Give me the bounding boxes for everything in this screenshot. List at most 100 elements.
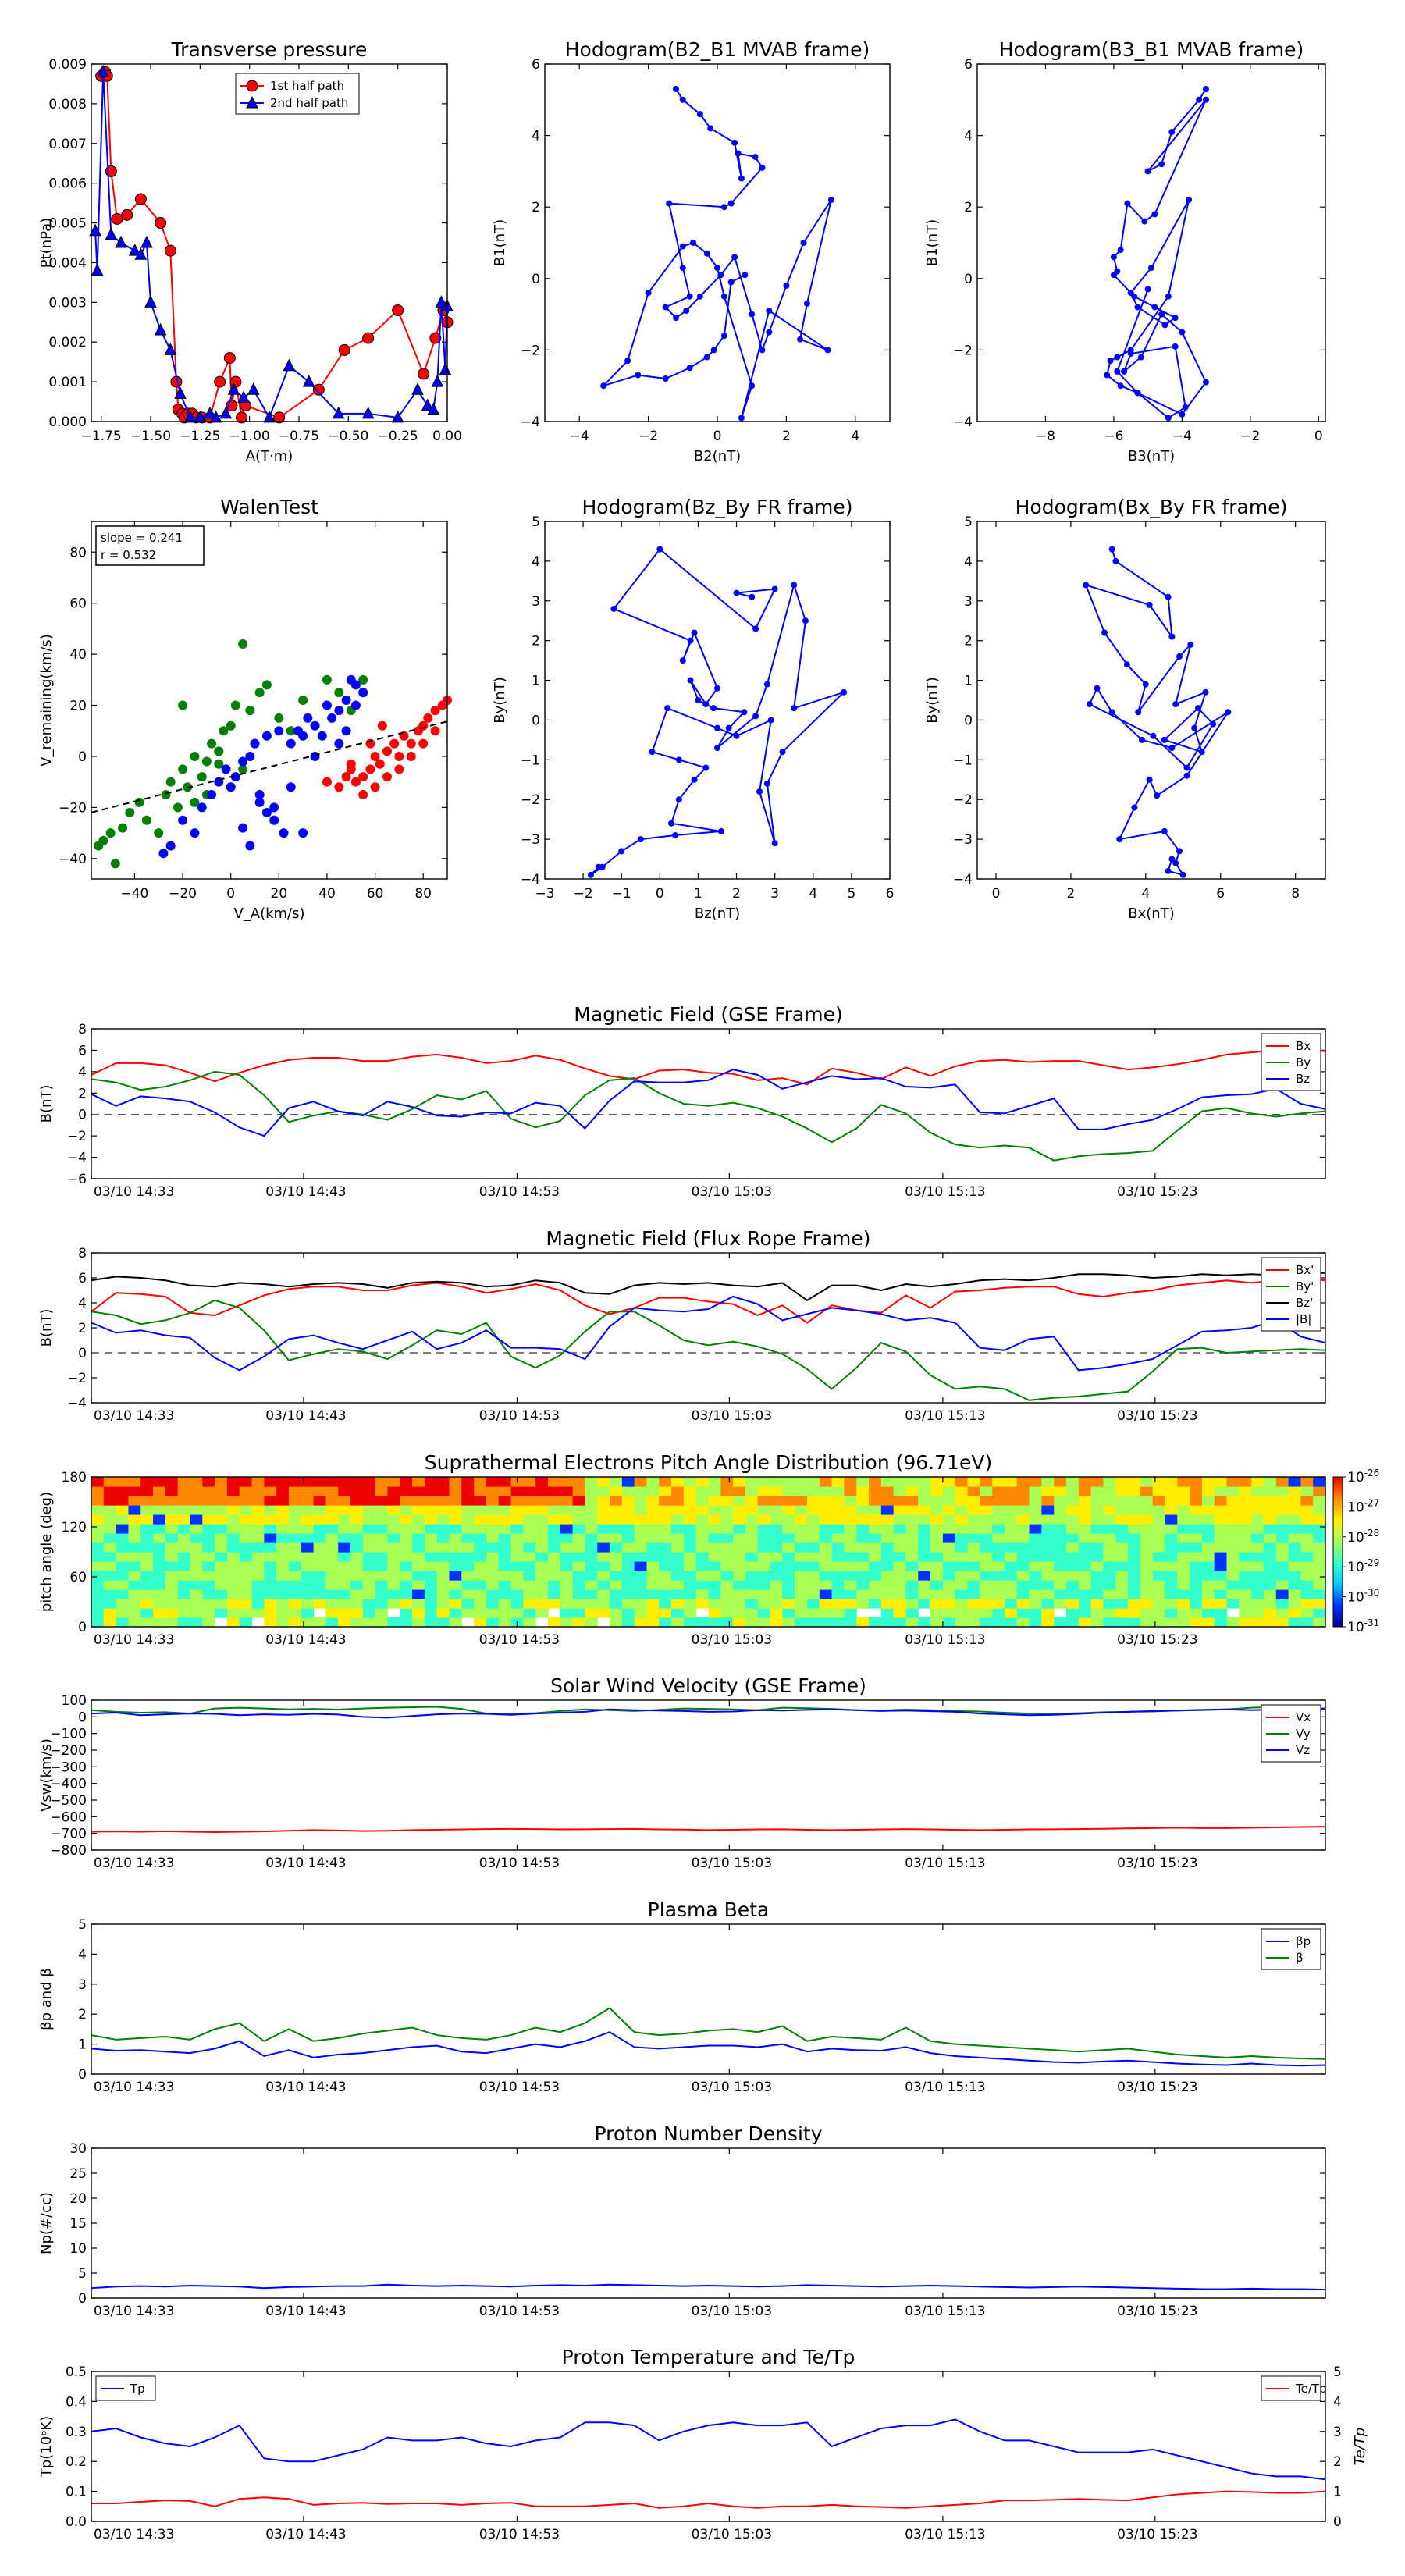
heatmap-cell [806, 1608, 820, 1618]
heatmap-cell [165, 1580, 179, 1590]
heatmap-cell [831, 1580, 845, 1590]
data-point [759, 347, 766, 354]
data-point [802, 617, 809, 624]
heatmap-cell [325, 1599, 339, 1609]
heatmap-cell [177, 1524, 191, 1534]
heatmap-cell [1226, 1496, 1240, 1506]
heatmap-cell [597, 1580, 610, 1590]
heatmap-cell [350, 1496, 364, 1506]
heatmap-cell [535, 1477, 549, 1487]
x-tick-label: −8 [1036, 429, 1055, 444]
heatmap-cell [486, 1496, 500, 1506]
heatmap-cell [585, 1533, 598, 1543]
heatmap-cell [634, 1514, 648, 1525]
heatmap-cell [103, 1505, 117, 1515]
heatmap-cell [313, 1524, 326, 1534]
heatmap-cell [375, 1542, 389, 1553]
data-point [1161, 827, 1168, 834]
heatmap-cell [745, 1533, 759, 1543]
heatmap-cell [264, 1580, 277, 1590]
heatmap-cell [1115, 1571, 1129, 1581]
heatmap-cell [610, 1580, 623, 1590]
heatmap-cell [757, 1496, 771, 1506]
data-point [261, 680, 272, 690]
heatmap-cell [400, 1524, 413, 1534]
series-line [1106, 88, 1208, 419]
heatmap-cell [202, 1608, 215, 1618]
data-point [334, 706, 344, 716]
heatmap-cell [412, 1580, 425, 1590]
y-tick-label: 0.1 [66, 2485, 87, 2500]
heatmap-cell [1313, 1608, 1326, 1618]
heatmap-cell [202, 1571, 215, 1581]
heatmap-cell [375, 1524, 389, 1534]
heatmap-cell [251, 1486, 265, 1496]
data-point [679, 265, 686, 272]
heatmap-cell [140, 1542, 154, 1553]
heatmap-cell [1165, 1599, 1178, 1609]
x-tick-label: 2 [1066, 886, 1075, 902]
y-tick-label: 5 [532, 514, 540, 530]
heatmap-cell [362, 1552, 376, 1562]
heatmap-cell [338, 1505, 351, 1515]
heatmap-cell [1090, 1524, 1104, 1534]
heatmap-cell [610, 1608, 623, 1618]
heatmap-cell [1041, 1505, 1055, 1515]
data-point [1182, 404, 1189, 411]
heatmap-cell [474, 1524, 487, 1534]
heatmap-cell [893, 1589, 907, 1599]
heatmap-cell [880, 1608, 895, 1618]
heatmap-cell [1226, 1524, 1240, 1534]
heatmap-cell [918, 1599, 931, 1609]
heatmap-cell [375, 1505, 389, 1515]
plot-area [91, 1272, 1326, 1401]
data-point [97, 65, 110, 77]
heatmap-cell [103, 1589, 117, 1599]
data-point [756, 788, 763, 795]
x-tick-label: 0 [992, 886, 1001, 902]
heatmap-cell [770, 1608, 783, 1618]
y-tick-label: 15 [69, 2216, 87, 2232]
data-point [298, 696, 308, 705]
y-axis-label: Np(#/cc) [38, 2192, 55, 2254]
data-point [1168, 856, 1176, 863]
heatmap-cell [523, 1599, 536, 1609]
data-point [183, 782, 193, 792]
heatmap-cell [1103, 1496, 1116, 1506]
heatmap-cell [1275, 1496, 1289, 1506]
heatmap-cell [165, 1496, 179, 1506]
heatmap-cell [165, 1533, 179, 1543]
data-point [675, 756, 682, 763]
data-point [269, 802, 279, 813]
data-point [430, 706, 440, 716]
heatmap-cell [1313, 1599, 1326, 1609]
heatmap-cell [597, 1477, 610, 1487]
data-point [194, 410, 207, 423]
heatmap-cell [831, 1608, 845, 1618]
colorbar [1332, 1476, 1343, 1628]
heatmap-cell [1288, 1524, 1301, 1534]
heatmap-cell [757, 1486, 771, 1496]
heatmap-cell [1140, 1617, 1154, 1628]
data-point [1172, 343, 1179, 350]
heatmap-cell [1300, 1477, 1314, 1487]
heatmap-cell [1288, 1505, 1301, 1515]
heatmap-cell [646, 1486, 660, 1496]
series-line [590, 548, 845, 876]
data-point [214, 759, 224, 769]
heatmap-cell [547, 1599, 561, 1609]
heatmap-cell [1103, 1617, 1116, 1628]
data-point [1179, 329, 1186, 336]
heatmap-cell [733, 1542, 746, 1553]
heatmap-cell [313, 1617, 326, 1628]
heatmap-cell [239, 1589, 253, 1599]
y-tick-label: 8 [78, 1246, 87, 1261]
heatmap-cell [1275, 1533, 1289, 1543]
data-point [1144, 168, 1151, 175]
heatmap-cell [720, 1561, 734, 1571]
heatmap-cell [153, 1617, 166, 1628]
heatmap-cell [795, 1608, 808, 1618]
heatmap-cell [806, 1486, 820, 1496]
data-point [841, 688, 848, 696]
heatmap-cell [350, 1524, 364, 1534]
